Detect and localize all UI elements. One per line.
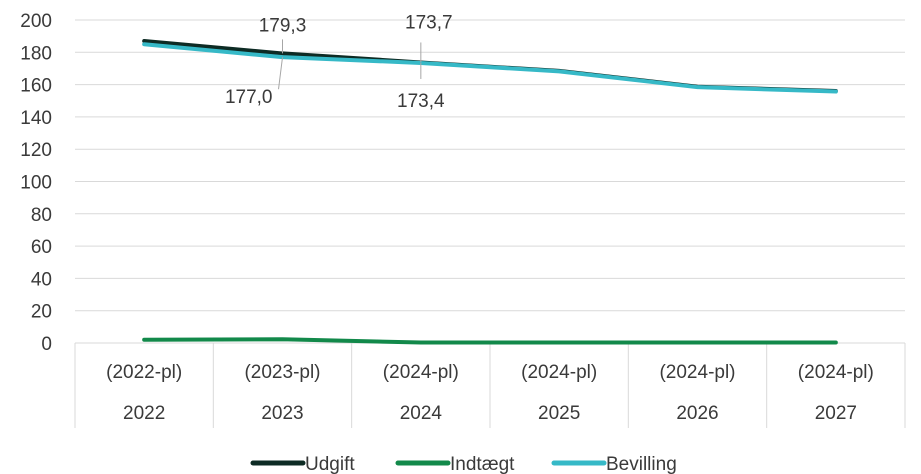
legend-label: Indtægt xyxy=(450,454,515,474)
x-tick-label-year: 2025 xyxy=(538,403,580,424)
y-tick-label: 80 xyxy=(31,205,52,226)
x-tick-label-price-level: (2024-pl) xyxy=(798,362,874,383)
x-tick-label-year: 2024 xyxy=(400,403,443,424)
x-tick-label-price-level: (2024-pl) xyxy=(383,362,459,383)
data-labels: 179,3 177,0 173,7 173,4 xyxy=(225,12,453,111)
x-tick-label-year: 2027 xyxy=(815,403,857,424)
data-label: 179,3 xyxy=(259,15,307,36)
y-tick-label: 180 xyxy=(20,43,52,64)
y-tick-label: 20 xyxy=(31,302,52,323)
data-label-leader xyxy=(278,57,283,90)
series-lines xyxy=(142,38,838,345)
y-axis-tick-labels: 0 20 40 60 80 100 120 140 160 180 200 xyxy=(20,11,52,355)
y-tick-label: 140 xyxy=(20,108,52,129)
x-tick-label-price-level: (2024-pl) xyxy=(659,362,735,383)
y-tick-label: 0 xyxy=(41,334,52,355)
data-label: 177,0 xyxy=(225,87,273,108)
x-tick-label-year: 2023 xyxy=(261,403,303,424)
gridlines xyxy=(75,19,905,344)
legend-label: Udgift xyxy=(305,454,355,474)
y-tick-label: 100 xyxy=(20,173,52,194)
series-line-bevilling xyxy=(142,42,838,94)
legend-label: Bevilling xyxy=(606,454,677,474)
x-tick-label-price-level: (2023-pl) xyxy=(244,362,320,383)
x-tick-label-price-level: (2024-pl) xyxy=(521,362,597,383)
y-tick-label: 160 xyxy=(20,76,52,97)
series-line-indtægt xyxy=(142,337,838,345)
y-tick-label: 40 xyxy=(31,269,52,290)
legend: Udgift Indtægt Bevilling xyxy=(250,454,677,474)
y-tick-label: 60 xyxy=(31,237,52,258)
x-tick-label-year: 2022 xyxy=(123,403,165,424)
x-tick-label-price-level: (2022-pl) xyxy=(106,362,182,383)
y-tick-label: 200 xyxy=(20,11,52,32)
x-axis-categories: (2022-pl) 2022 (2023-pl) 2023 (2024-pl) 2024 (… xyxy=(74,343,906,428)
x-tick-label-year: 2026 xyxy=(676,403,718,424)
y-tick-label: 120 xyxy=(20,140,52,161)
data-label: 173,4 xyxy=(397,91,445,112)
data-label: 173,7 xyxy=(405,12,453,33)
